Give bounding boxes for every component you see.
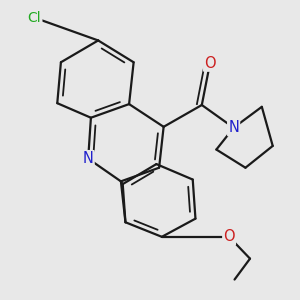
Text: O: O	[204, 56, 216, 71]
Text: N: N	[228, 120, 239, 135]
Text: O: O	[223, 229, 235, 244]
Text: N: N	[83, 151, 94, 166]
Text: Cl: Cl	[28, 11, 41, 25]
